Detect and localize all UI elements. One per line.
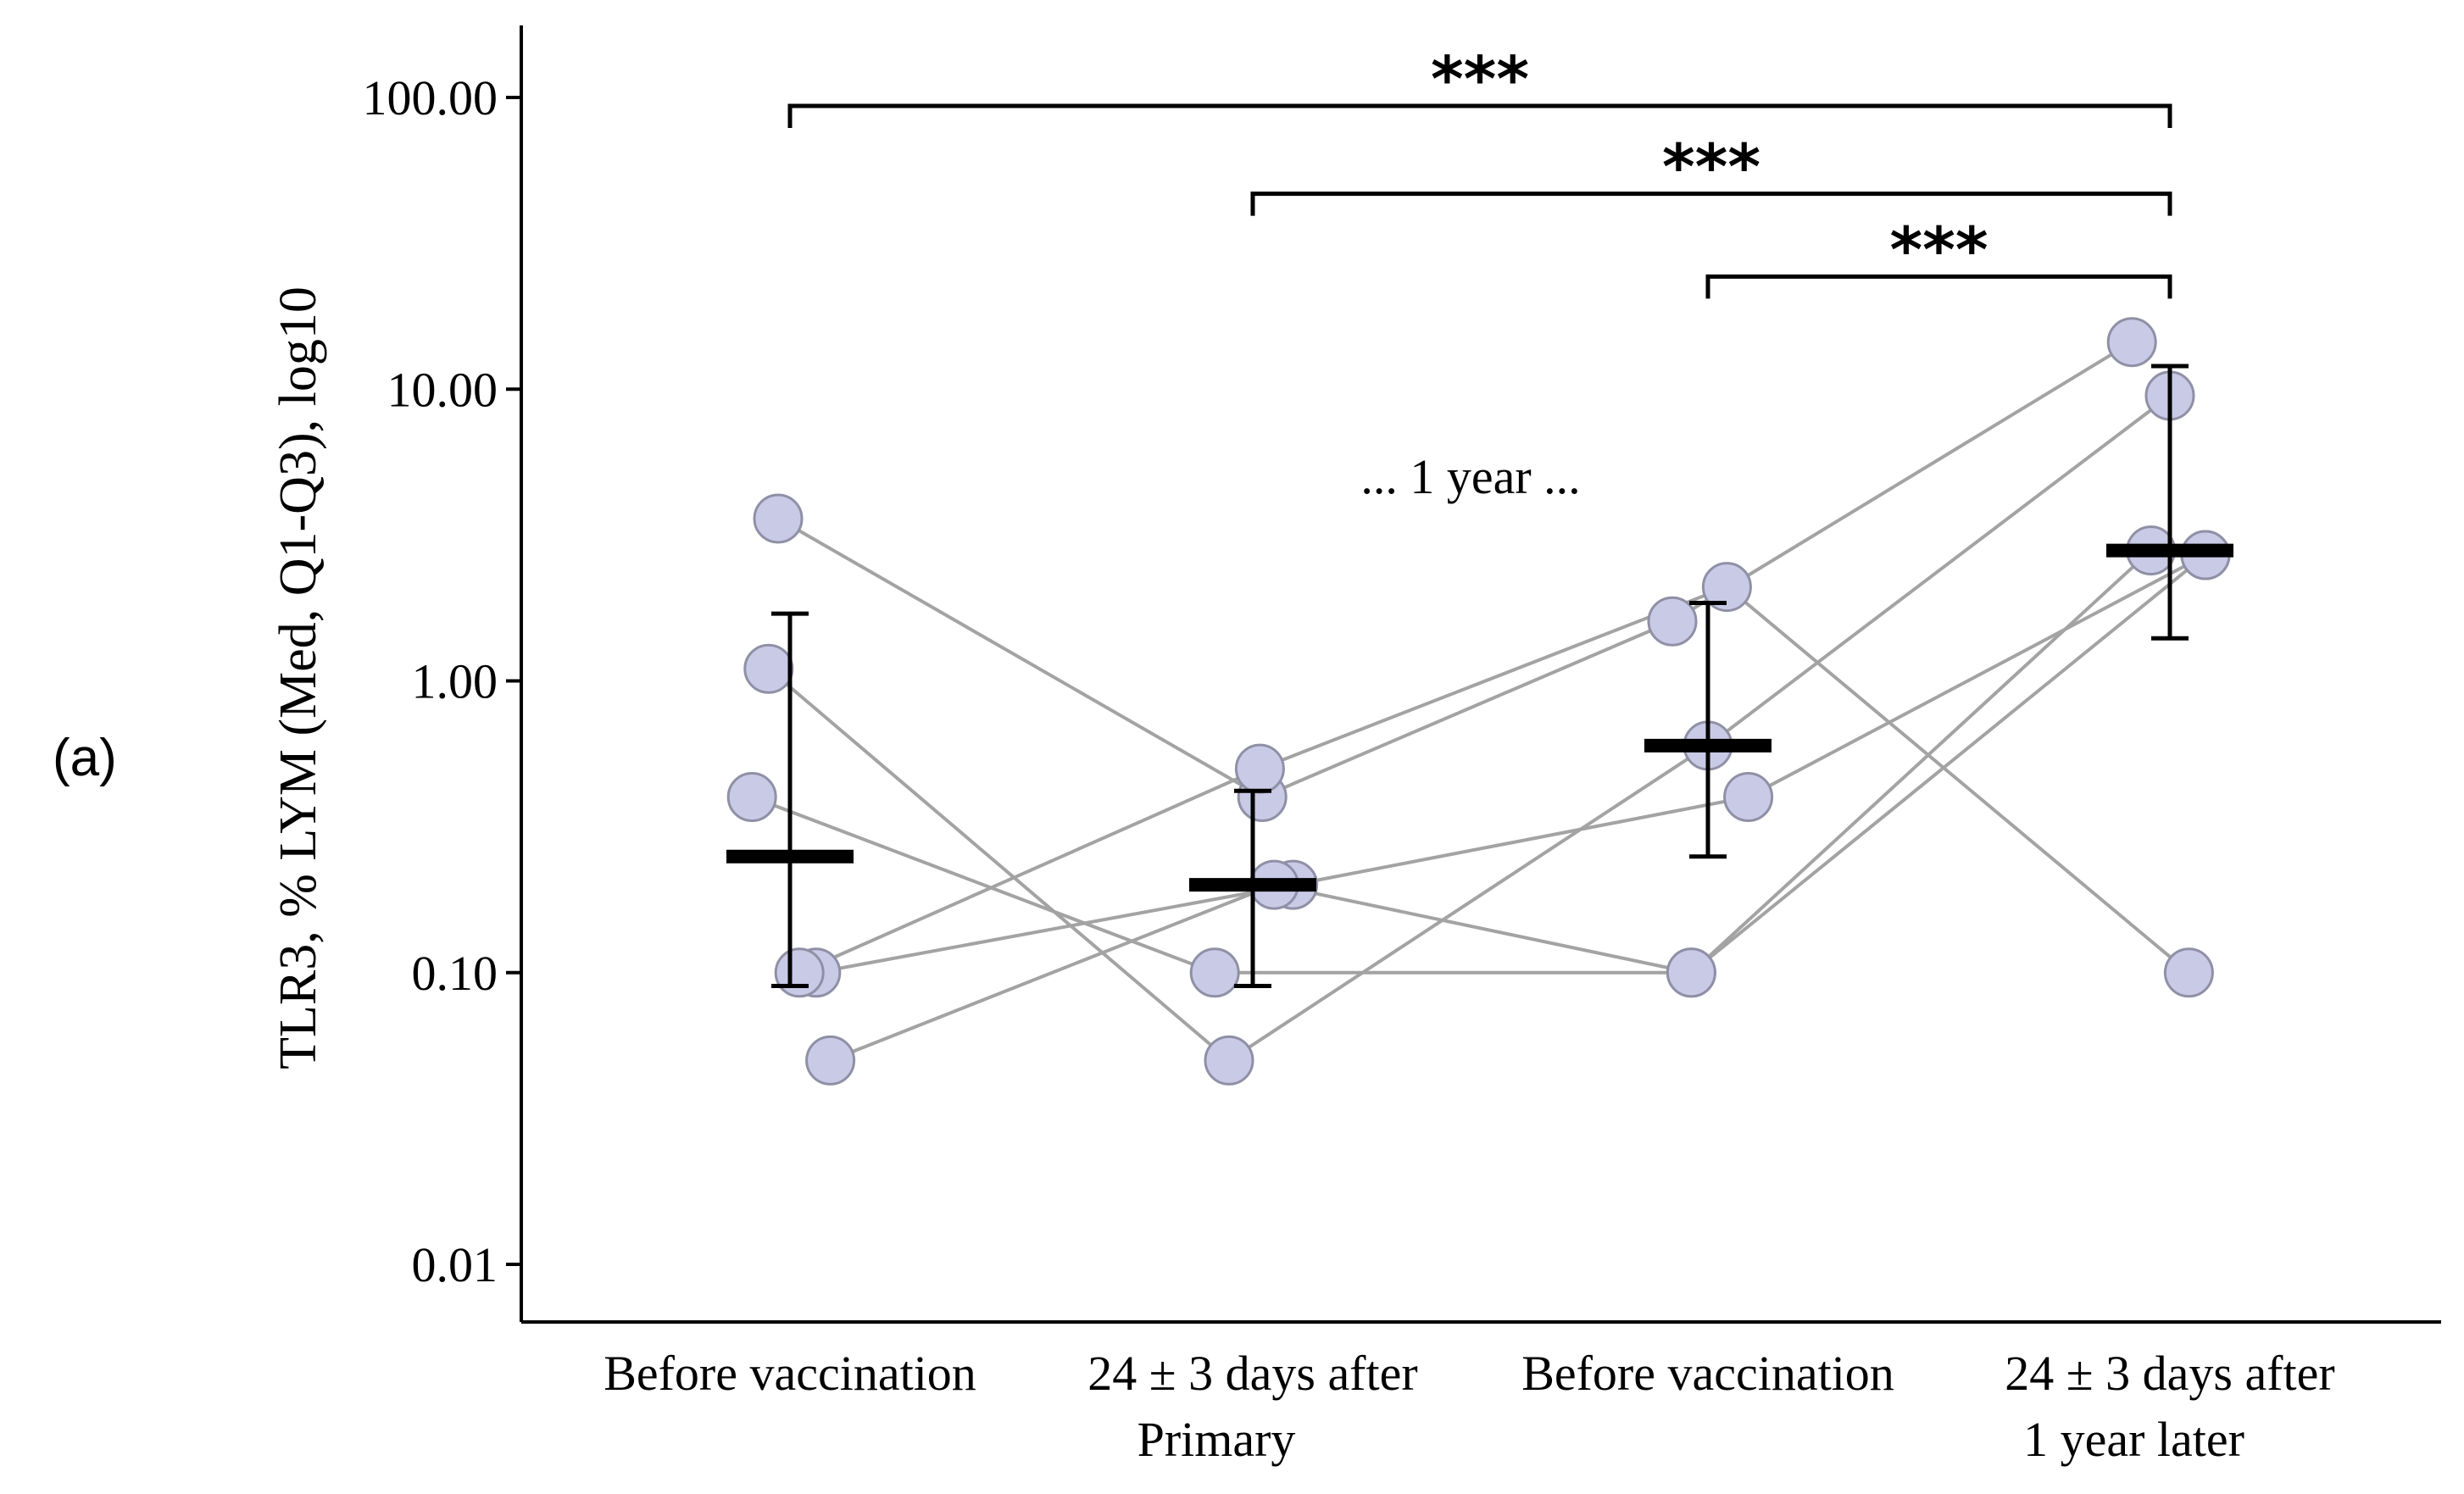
- data-point: [1723, 771, 1774, 822]
- subject-line: [1747, 553, 2206, 799]
- data-point: [1647, 596, 1698, 647]
- significance-bracket: [1250, 192, 2172, 216]
- x-category-label: Before vaccination: [1521, 1346, 1894, 1401]
- data-point: [1189, 947, 1240, 998]
- subject-line: [1690, 553, 2207, 975]
- plot-area: 0.01 0.10 1.00 10.00 100.00 Before vaccinatio…: [363, 25, 2441, 1467]
- year-gap-annotation: ... 1 year ...: [1360, 449, 1580, 504]
- data-point: [726, 771, 777, 822]
- subject-line: [1227, 744, 1710, 1063]
- data-point: [1234, 743, 1285, 794]
- data-point: [774, 947, 825, 998]
- y-tick-label: 10.00: [387, 362, 498, 417]
- x-group-label: Primary: [1137, 1412, 1296, 1467]
- subject-line: [798, 767, 1261, 975]
- x-category-label: 24 ± 3 days after: [2005, 1346, 2334, 1401]
- subject-line: [1293, 795, 1749, 887]
- subject-line: [751, 795, 1215, 975]
- significance-bracket: [787, 103, 2172, 128]
- panel-label: (a): [53, 729, 117, 787]
- subject-line: [777, 517, 1264, 799]
- subject-line: [1690, 549, 2152, 975]
- data-point: [743, 643, 794, 694]
- y-axis-label: TLR3, % LYM (Med, Q1-Q3), log10: [270, 286, 327, 1069]
- y-tick-label: 0.10: [412, 946, 498, 1001]
- subject-line: [1726, 586, 2190, 975]
- y-tick-label: 1.00: [412, 654, 498, 709]
- x-category-label: Before vaccination: [603, 1346, 976, 1401]
- y-tick-label: 0.01: [412, 1237, 498, 1292]
- data-point: [1666, 947, 1716, 998]
- significance-bracket: [1705, 274, 2172, 299]
- significance-label: ***: [1889, 214, 1988, 286]
- data-point: [805, 1035, 856, 1086]
- data-point: [1204, 1035, 1254, 1086]
- subject-line: [1273, 883, 1692, 975]
- subject-line: [1706, 394, 2172, 747]
- subject-line: [1261, 619, 1673, 799]
- data-point: [1701, 562, 1752, 613]
- subject-line: [829, 883, 1275, 1063]
- subject-line: [767, 667, 1231, 1062]
- data-point: [2163, 947, 2214, 998]
- data-point: [2106, 317, 2157, 368]
- subject-line: [1671, 340, 2133, 623]
- x-group-label: 1 year later: [2023, 1412, 2244, 1467]
- y-tick-label: 100.00: [363, 70, 498, 125]
- x-category-label: 24 ± 3 days after: [1087, 1346, 1417, 1401]
- significance-label: ***: [1662, 131, 1760, 204]
- significance-label: ***: [1431, 43, 1529, 116]
- subject-line: [815, 883, 1293, 975]
- data-point: [753, 493, 804, 544]
